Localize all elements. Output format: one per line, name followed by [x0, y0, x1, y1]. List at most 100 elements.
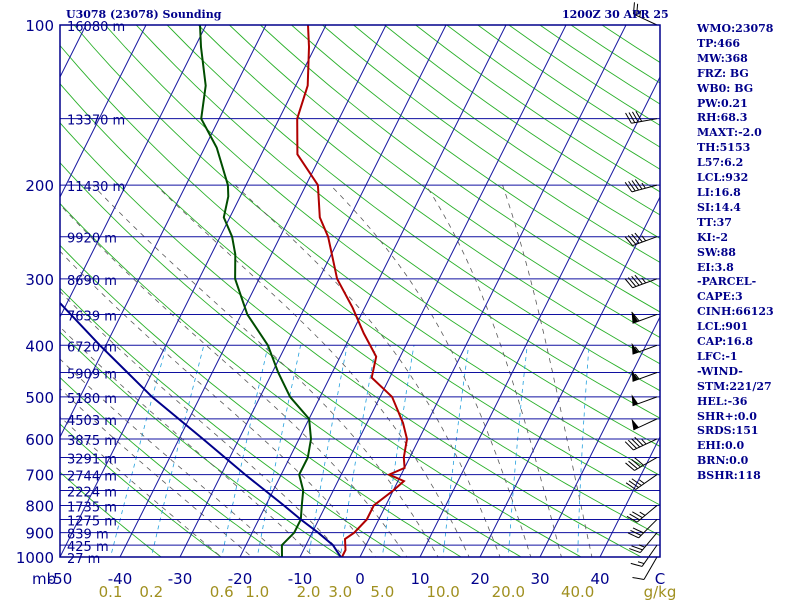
temperature-tick-label: -50 — [48, 570, 73, 588]
barb-half — [638, 479, 645, 484]
barb-half — [638, 544, 645, 548]
mixing-ratio-label: 10.0 — [426, 583, 459, 600]
barb-flag — [624, 441, 634, 451]
barb-staff — [631, 184, 658, 193]
moist-adiabat — [60, 387, 253, 557]
isotherm — [179, 25, 447, 557]
temperature-tick-label: 10 — [410, 570, 429, 588]
index-line: RH:68.3 — [697, 111, 748, 125]
index-line: EHI:0.0 — [697, 439, 745, 453]
wind-barb — [625, 474, 658, 490]
isotherm — [299, 25, 567, 557]
wind-barb — [624, 274, 658, 289]
barb-staff — [641, 544, 658, 567]
barb-flag — [625, 462, 635, 471]
index-line: LCL:901 — [697, 320, 749, 334]
index-line: EI:3.8 — [697, 260, 734, 274]
dry-adiabat — [60, 423, 222, 557]
barb-pennant — [631, 342, 639, 355]
mixing-ratio-label: 1.0 — [245, 583, 269, 600]
temperature-tick-label: C — [655, 570, 665, 588]
index-line: PW:0.21 — [697, 96, 748, 110]
index-line: STM:221/27 — [697, 379, 772, 393]
index-line: SI:14.4 — [697, 200, 741, 214]
isotherm — [60, 25, 207, 319]
dry-adiabat — [60, 44, 660, 506]
barb-flag — [627, 277, 637, 287]
pressure-tick-label: 800 — [25, 497, 54, 515]
barb-flag — [624, 236, 633, 246]
barb-staff — [636, 505, 658, 523]
barb-flag — [635, 110, 643, 122]
pressure-unit-label: mb — [32, 570, 56, 588]
index-line: BSHR:118 — [697, 469, 761, 483]
wind-barb — [626, 505, 658, 523]
barb-flag — [632, 111, 639, 123]
index-line: SHR+:0.0 — [697, 409, 757, 423]
barb-flag — [632, 511, 643, 519]
moist-adiabat — [92, 184, 439, 557]
barb-staff — [632, 396, 658, 407]
barb-flag — [624, 182, 633, 193]
index-line: L57:6.2 — [697, 156, 744, 170]
mixing-ratio-label: 0.1 — [99, 583, 123, 600]
height-label: 5909 m — [67, 368, 117, 383]
mixing-ratio-label: g/kg — [644, 583, 677, 600]
index-line: KI:-2 — [697, 230, 728, 244]
barb-flag — [631, 180, 640, 191]
barb-half — [641, 277, 647, 284]
temperature-tick-label: -10 — [288, 570, 313, 588]
barb-staff — [638, 519, 658, 539]
plot-area — [0, 25, 660, 557]
barb-half — [641, 235, 647, 242]
mixing-ratio-label: 20.0 — [492, 583, 525, 600]
moist-adiabat — [425, 184, 562, 557]
mixing-ratio-line — [221, 345, 269, 557]
dry-adiabat — [60, 244, 462, 557]
pressure-tick-label: 700 — [25, 467, 54, 485]
height-label: 425 m — [67, 540, 109, 555]
barb-staff — [643, 556, 658, 580]
moist-adiabat — [234, 184, 501, 557]
moist-adiabat — [60, 416, 222, 557]
dry-adiabat — [60, 202, 523, 557]
dry-adiabat — [60, 331, 342, 557]
barb-pennant — [631, 311, 639, 324]
wind-barb — [624, 232, 658, 247]
height-label: 2744 m — [67, 470, 117, 485]
barb-staff — [632, 236, 658, 247]
barb-staff — [634, 457, 658, 471]
index-line: -WIND- — [697, 364, 743, 378]
barb-flag — [629, 548, 641, 554]
wind-barb — [632, 2, 658, 26]
barb-staff — [639, 532, 658, 553]
barb-flag — [632, 2, 635, 15]
isotherm — [539, 315, 660, 557]
mixing-ratio-line — [577, 345, 590, 557]
moist-adiabat — [60, 358, 283, 557]
barb-flag — [630, 562, 643, 567]
isotherm — [60, 25, 147, 199]
height-label: 8690 m — [67, 274, 117, 289]
wind-barb — [631, 370, 658, 382]
barb-flag — [628, 460, 638, 470]
isotherm — [0, 25, 26, 557]
height-label: 5180 m — [67, 392, 117, 407]
barb-staff — [635, 474, 658, 490]
dry-adiabat — [60, 287, 402, 557]
pressure-tick-label: 600 — [25, 431, 54, 449]
barb-staff — [632, 372, 658, 382]
mixing-ratio-line — [150, 345, 205, 557]
barb-pennant — [631, 418, 639, 430]
barb-staff — [633, 13, 658, 26]
moist-adiabat — [60, 250, 377, 557]
index-line: LI:16.8 — [697, 185, 741, 199]
mixing-ratio-line — [507, 345, 528, 557]
barb-half — [639, 10, 641, 18]
dry-adiabat — [60, 83, 660, 537]
index-line: BRN:0.0 — [697, 454, 749, 468]
height-label: 6720 m — [67, 340, 117, 355]
mixing-ratio-line — [339, 345, 377, 557]
barb-flag — [624, 278, 633, 289]
